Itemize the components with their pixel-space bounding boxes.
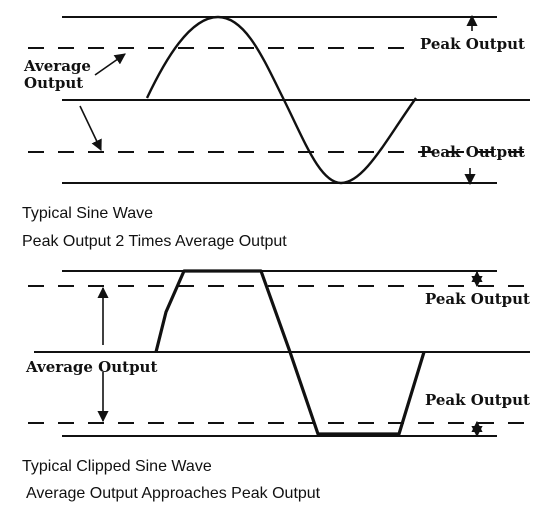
bottom-label-average-output: Average Output: [25, 358, 157, 376]
top-label-peak-output-lower: Peak Output: [420, 143, 525, 161]
top-label-average-output-1: Average: [23, 57, 91, 75]
top-label-average-output-2: Output: [24, 74, 83, 92]
clipped-wave-figure: [28, 269, 530, 438]
top-average-arrow-upper: [94, 53, 126, 76]
clipped-wave-curve: [154, 269, 426, 436]
sine-wave-curve: [145, 15, 417, 185]
top-caption-line-2: Peak Output 2 Times Average Output: [22, 233, 287, 250]
bottom-label-peak-output-upper: Peak Output: [425, 290, 530, 308]
bottom-caption-line-1: Typical Clipped Sine Wave: [22, 458, 212, 475]
top-caption-line-1: Typical Sine Wave: [22, 205, 153, 222]
sine-wave-figure: [28, 14, 530, 186]
bottom-label-peak-output-lower: Peak Output: [425, 391, 530, 409]
top-label-peak-output-upper: Peak Output: [420, 35, 525, 53]
bottom-caption-line-2: Average Output Approaches Peak Output: [26, 485, 321, 502]
top-average-arrow-lower: [79, 105, 102, 152]
